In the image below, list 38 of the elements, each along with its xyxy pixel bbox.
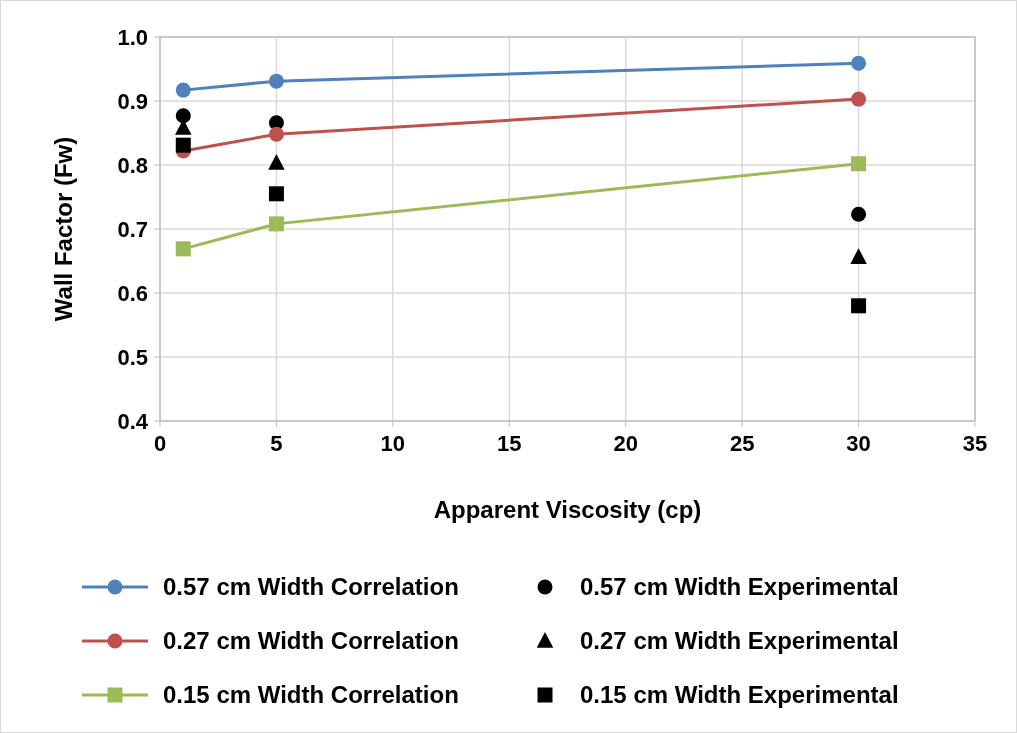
legend-label: 0.57 cm Width Correlation bbox=[163, 573, 459, 600]
y-tick-label: 0.5 bbox=[117, 345, 148, 370]
point bbox=[268, 73, 284, 89]
y-tick-label: 0.4 bbox=[117, 409, 149, 434]
point bbox=[175, 108, 191, 124]
x-tick-label: 5 bbox=[270, 431, 283, 456]
legend-label: 0.15 cm Width Correlation bbox=[163, 681, 459, 708]
x-tick-label: 25 bbox=[729, 431, 755, 456]
x-tick-label: 20 bbox=[613, 431, 638, 456]
point bbox=[268, 216, 284, 232]
point bbox=[175, 241, 191, 257]
y-tick-label: 0.7 bbox=[117, 217, 148, 242]
point bbox=[175, 137, 191, 153]
x-tick-label: 15 bbox=[497, 431, 522, 456]
x-tick-label: 0 bbox=[153, 431, 167, 456]
point bbox=[851, 206, 867, 222]
x-tick-label: 35 bbox=[962, 431, 988, 456]
y-tick-label: 1.0 bbox=[117, 25, 148, 50]
point bbox=[851, 55, 867, 71]
point bbox=[851, 156, 867, 172]
y-tick-label: 0.6 bbox=[117, 281, 148, 306]
point bbox=[175, 82, 191, 98]
point bbox=[851, 91, 867, 107]
y-tick-label: 0.9 bbox=[117, 89, 148, 114]
point bbox=[850, 248, 867, 264]
legend-label: 0.15 cm Width Experimental bbox=[580, 681, 899, 708]
point bbox=[268, 126, 284, 142]
x-tick-label: 10 bbox=[380, 431, 406, 456]
legend-label: 0.57 cm Width Experimental bbox=[580, 573, 899, 600]
point bbox=[851, 298, 867, 314]
legend-label: 0.27 cm Width Correlation bbox=[163, 627, 459, 654]
y-tick-label: 0.8 bbox=[117, 153, 148, 178]
y-axis-title: Wall Factor (Fw) bbox=[50, 136, 77, 322]
point bbox=[268, 154, 285, 170]
legend-label: 0.27 cm Width Experimental bbox=[580, 627, 899, 654]
x-axis-title: Apparent Viscosity (cp) bbox=[433, 496, 702, 523]
point bbox=[268, 186, 284, 202]
x-tick-label: 30 bbox=[846, 431, 871, 456]
